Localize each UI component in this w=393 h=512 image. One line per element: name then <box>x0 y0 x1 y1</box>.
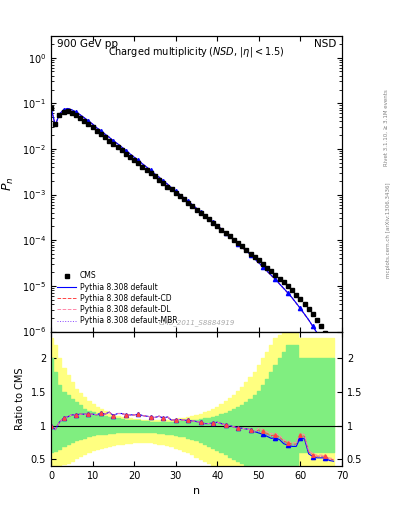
Pythia 8.308 default-DL <box>331 359 336 366</box>
Pythia 8.308 default <box>86 118 91 124</box>
Pythia 8.308 default <box>331 359 336 366</box>
Pythia 8.308 default-DL <box>70 107 74 113</box>
X-axis label: n: n <box>193 486 200 496</box>
Line: CMS: CMS <box>49 105 336 350</box>
Pythia 8.308 default <box>144 164 149 170</box>
CMS <box>211 220 215 226</box>
Pythia 8.308 default-CD <box>211 219 215 225</box>
Pythia 8.308 default-CD <box>331 359 336 366</box>
Pythia 8.308 default <box>211 219 215 225</box>
Text: 900 GeV pp: 900 GeV pp <box>57 39 118 49</box>
Y-axis label: Ratio to CMS: Ratio to CMS <box>15 368 25 430</box>
Text: Rivet 3.1.10, ≥ 3.1M events: Rivet 3.1.10, ≥ 3.1M events <box>384 90 389 166</box>
CMS <box>331 344 336 350</box>
CMS <box>144 167 149 173</box>
Pythia 8.308 default-MBR <box>86 118 91 124</box>
Line: Pythia 8.308 default-DL: Pythia 8.308 default-DL <box>51 108 334 362</box>
Text: Charged multiplicity$\,(NSD,\,|\eta| < 1.5)$: Charged multiplicity$\,(NSD,\,|\eta| < 1… <box>108 45 285 59</box>
CMS <box>49 104 53 111</box>
Pythia 8.308 default-CD <box>49 105 53 111</box>
Pythia 8.308 default-DL <box>211 219 215 225</box>
Pythia 8.308 default-CD <box>86 118 91 124</box>
CMS <box>86 121 91 127</box>
Line: Pythia 8.308 default-MBR: Pythia 8.308 default-MBR <box>51 108 334 362</box>
CMS <box>70 110 74 116</box>
Pythia 8.308 default-DL <box>103 131 107 137</box>
Pythia 8.308 default <box>49 104 53 111</box>
Pythia 8.308 default-CD <box>140 161 145 167</box>
Pythia 8.308 default-MBR <box>103 131 107 137</box>
Pythia 8.308 default-CD <box>103 132 107 138</box>
Pythia 8.308 default-MBR <box>70 106 74 113</box>
Pythia 8.308 default-DL <box>49 105 53 111</box>
Pythia 8.308 default-CD <box>144 164 149 170</box>
Text: CMS_2011_S8884919: CMS_2011_S8884919 <box>158 319 235 326</box>
CMS <box>140 163 145 169</box>
Pythia 8.308 default-MBR <box>49 104 53 111</box>
Pythia 8.308 default-MBR <box>331 359 336 366</box>
Line: Pythia 8.308 default-CD: Pythia 8.308 default-CD <box>51 108 334 362</box>
Pythia 8.308 default-DL <box>140 161 145 167</box>
CMS <box>103 134 107 140</box>
Pythia 8.308 default-DL <box>144 164 149 170</box>
Pythia 8.308 default-MBR <box>140 161 145 167</box>
Pythia 8.308 default-MBR <box>144 164 149 170</box>
Pythia 8.308 default <box>70 106 74 113</box>
Text: mcplots.cern.ch [arXiv:1306.3436]: mcplots.cern.ch [arXiv:1306.3436] <box>386 183 391 278</box>
Text: NSD: NSD <box>314 39 336 49</box>
Pythia 8.308 default-CD <box>70 107 74 113</box>
Line: Pythia 8.308 default: Pythia 8.308 default <box>51 108 334 362</box>
Pythia 8.308 default-MBR <box>211 219 215 225</box>
Pythia 8.308 default <box>103 131 107 137</box>
Y-axis label: $P_n$: $P_n$ <box>1 177 17 191</box>
Pythia 8.308 default-DL <box>86 118 91 124</box>
Pythia 8.308 default <box>140 161 145 167</box>
Legend: CMS, Pythia 8.308 default, Pythia 8.308 default-CD, Pythia 8.308 default-DL, Pyt: CMS, Pythia 8.308 default, Pythia 8.308 … <box>55 269 180 328</box>
